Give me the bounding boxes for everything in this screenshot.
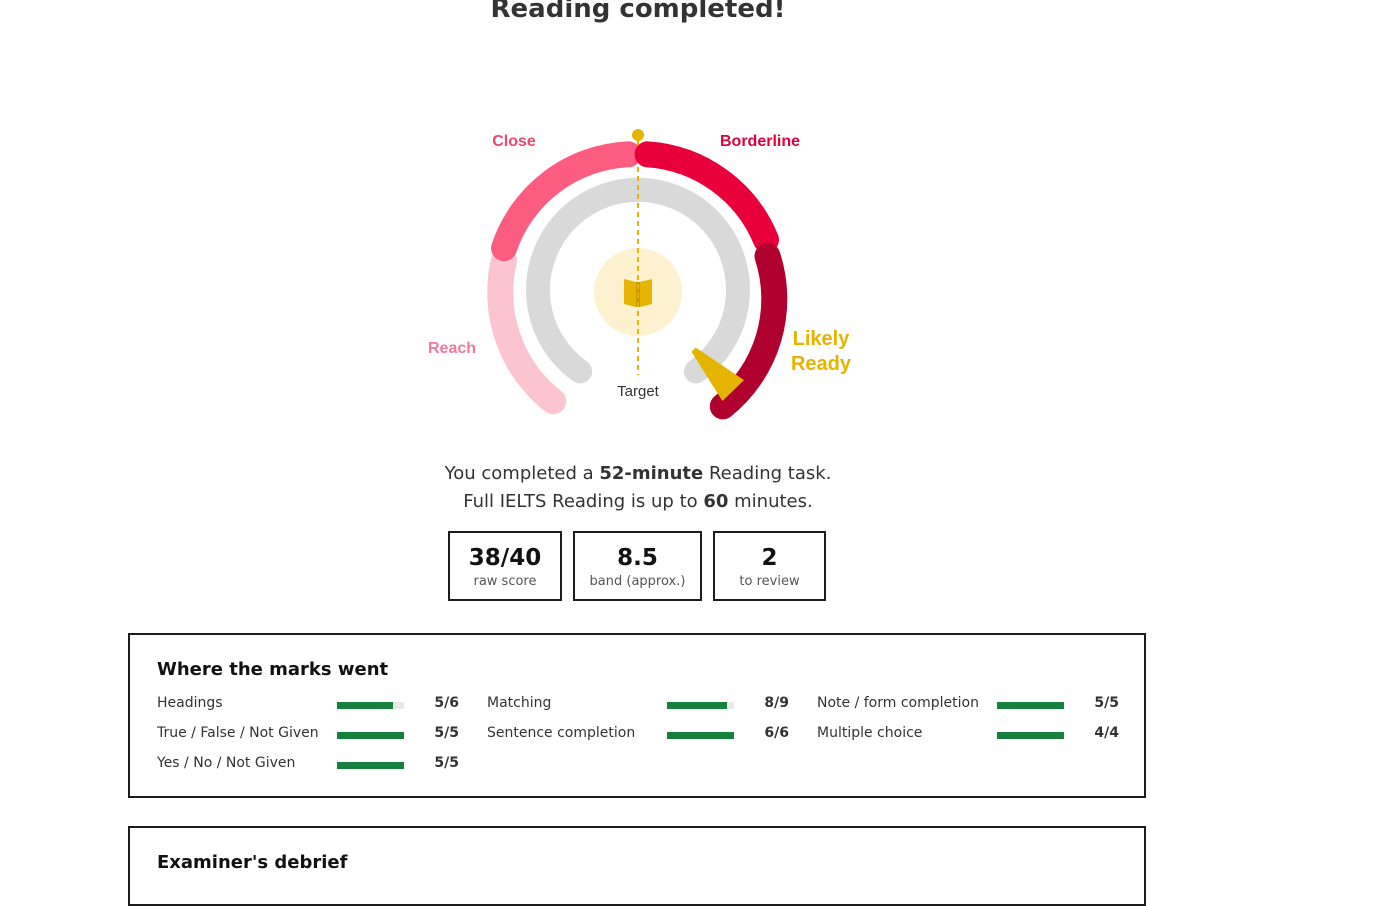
zone-label-ready: Ready — [791, 353, 852, 375]
mark-name: Note / form completion — [817, 695, 979, 711]
mark-progress-bar — [667, 702, 734, 709]
stat-raw-score: 38/40 raw score — [448, 531, 562, 601]
mark-row-multiple-choice: Multiple choice 4/4 — [817, 725, 1122, 745]
zone-label-close: Close — [492, 133, 536, 150]
stat-label: to review — [739, 574, 800, 589]
stat-value: 2 — [761, 545, 778, 571]
stats-row: 38/40 raw score 8.5 band (approx.) 2 to … — [0, 531, 1276, 605]
examiner-debrief-card: Examiner's debrief — [128, 826, 1146, 906]
debrief-title: Examiner's debrief — [157, 852, 348, 873]
mark-score: 5/5 — [434, 755, 459, 771]
mark-progress-fill — [997, 732, 1064, 739]
marks-title: Where the marks went — [157, 659, 389, 680]
mark-progress-fill — [667, 702, 727, 709]
mark-score: 8/9 — [764, 695, 789, 711]
zone-label-borderline: Borderline — [720, 133, 800, 150]
mark-progress-bar — [997, 702, 1064, 709]
stat-label: raw score — [473, 574, 537, 589]
mark-progress-fill — [997, 702, 1064, 709]
target-marker — [632, 129, 644, 141]
zone-arc-close — [491, 141, 642, 262]
mark-score: 4/4 — [1094, 725, 1119, 741]
mark-row-sentence-completion: Sentence completion 6/6 — [487, 725, 792, 745]
mark-progress-bar — [337, 702, 404, 709]
mark-name: True / False / Not Given — [157, 725, 319, 741]
stat-value: 8.5 — [617, 545, 658, 571]
zone-arc-borderline — [634, 141, 779, 253]
mark-progress-bar — [667, 732, 734, 739]
readiness-gauge: Target Reach Close Borderline Likely Rea… — [428, 129, 852, 420]
mark-row-note-form-completion: Note / form completion 5/5 — [817, 695, 1122, 715]
zone-arc-reach — [487, 247, 567, 415]
summary-line-1: You completed a 52-minute Reading task. — [444, 463, 832, 484]
mark-name: Matching — [487, 695, 552, 711]
gauge-needle — [691, 347, 744, 401]
mark-score: 5/6 — [434, 695, 459, 711]
mark-name: Sentence completion — [487, 725, 636, 741]
stat-to-review: 2 to review — [713, 531, 826, 601]
mark-name: Yes / No / Not Given — [157, 755, 296, 771]
mark-progress-fill — [337, 732, 404, 739]
mark-progress-bar — [997, 732, 1064, 739]
mark-name: Multiple choice — [817, 725, 923, 741]
marks-breakdown-card: Where the marks went Headings 5/6 True /… — [128, 633, 1146, 798]
mark-row-true-false-not-given: True / False / Not Given 5/5 — [157, 725, 462, 745]
mark-row-matching: Matching 8/9 — [487, 695, 792, 715]
stat-band: 8.5 band (approx.) — [573, 531, 702, 601]
mark-score: 6/6 — [764, 725, 789, 741]
mark-progress-fill — [337, 762, 404, 769]
mark-row-yes-no-not-given: Yes / No / Not Given 5/5 — [157, 755, 462, 775]
mark-score: 5/5 — [434, 725, 459, 741]
stat-value: 38/40 — [468, 545, 542, 571]
completion-summary: You completed a 52-minute Reading task. … — [0, 460, 1276, 516]
zone-arc-likely-ready — [709, 243, 788, 420]
target-label: Target — [617, 383, 660, 400]
stat-label: band (approx.) — [589, 574, 686, 589]
mark-row-headings: Headings 5/6 — [157, 695, 462, 715]
mark-progress-fill — [337, 702, 393, 709]
mark-progress-bar — [337, 732, 404, 739]
mark-score: 5/5 — [1094, 695, 1119, 711]
zone-label-likely: Likely — [793, 328, 851, 350]
zone-label-reach: Reach — [428, 340, 476, 357]
mark-name: Headings — [157, 695, 223, 711]
summary-line-2: Full IELTS Reading is up to 60 minutes. — [463, 491, 813, 512]
page-title: Reading completed! — [490, 0, 786, 24]
mark-progress-bar — [337, 762, 404, 769]
mark-progress-fill — [667, 732, 734, 739]
